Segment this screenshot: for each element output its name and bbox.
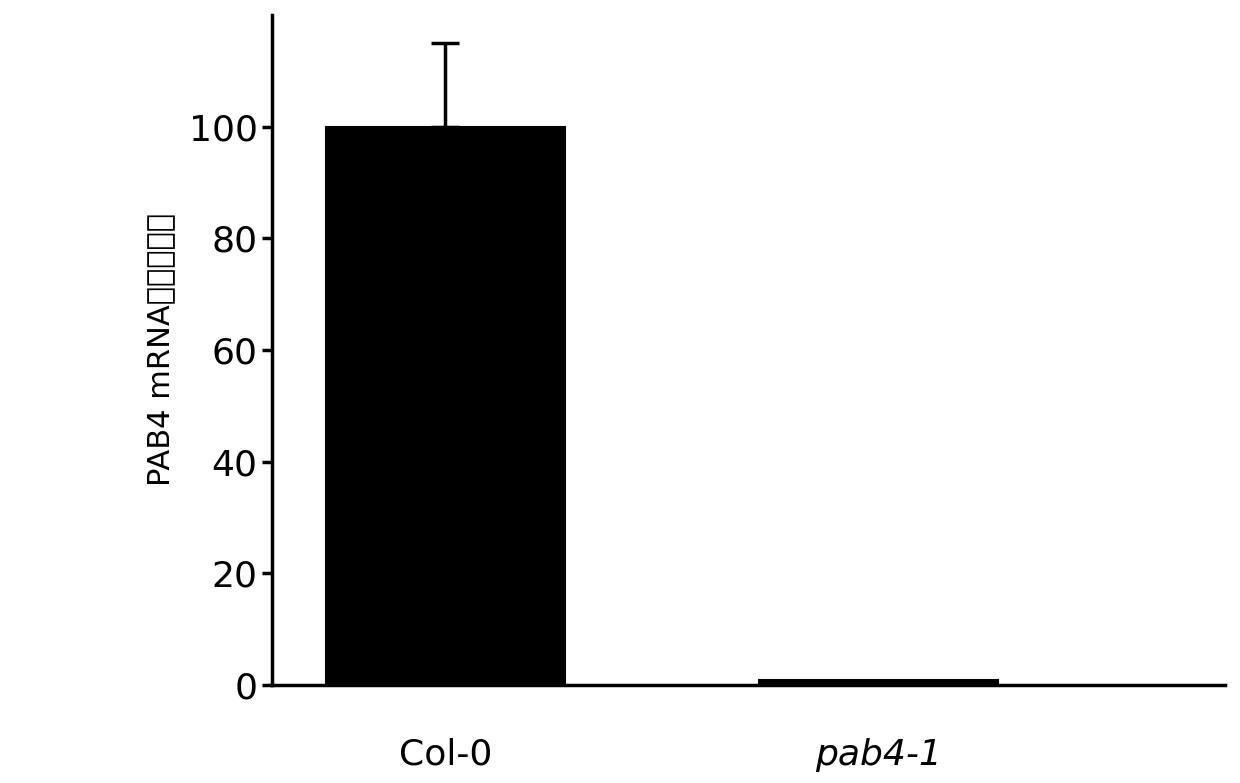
- Text: pab4-1: pab4-1: [815, 738, 942, 772]
- Text: Col-0: Col-0: [399, 738, 492, 772]
- Bar: [759, 680, 998, 685]
- Bar: [326, 127, 564, 685]
- Text: PAB4 mRNA相对表达量: PAB4 mRNA相对表达量: [146, 214, 175, 486]
